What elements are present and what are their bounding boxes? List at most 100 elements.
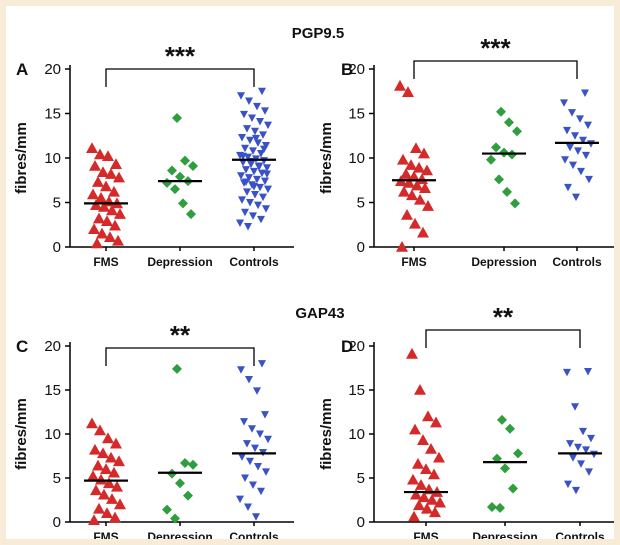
- x-tick-label: Depression: [472, 530, 537, 539]
- data-point-fms: [402, 86, 414, 97]
- y-tick-label: 20: [348, 61, 365, 78]
- significance-label: **: [170, 320, 191, 350]
- data-point-controls: [250, 182, 258, 191]
- data-point-controls: [566, 440, 574, 448]
- data-point-fms: [400, 168, 412, 179]
- data-point-controls: [258, 87, 266, 96]
- data-point-fms: [414, 193, 426, 205]
- data-point-controls: [574, 443, 582, 452]
- y-tick-label: 20: [44, 338, 61, 355]
- data-point-controls: [264, 185, 272, 194]
- panel-label: C: [16, 337, 28, 356]
- data-point-fms: [413, 499, 425, 511]
- data-point-fms: [86, 417, 98, 429]
- data-point-controls: [249, 481, 257, 490]
- data-point-fms: [88, 223, 100, 234]
- data-point-controls: [240, 418, 248, 426]
- data-point-controls: [250, 167, 258, 176]
- data-point-fms: [113, 171, 125, 183]
- data-point-fms: [421, 502, 433, 514]
- data-point-fms: [110, 158, 122, 170]
- data-point-controls: [246, 136, 254, 145]
- data-point-fms: [89, 160, 101, 171]
- x-tick-label: Depression: [147, 530, 212, 539]
- data-point-fms: [109, 511, 121, 523]
- data-point-fms: [433, 451, 445, 463]
- data-point-fms: [100, 463, 112, 474]
- data-point-fms: [114, 498, 126, 510]
- data-point-controls: [248, 425, 256, 433]
- data-point-depression: [162, 504, 172, 515]
- y-axis-label: fibres/mm: [13, 398, 30, 470]
- data-point-controls: [574, 147, 582, 155]
- data-point-depression: [491, 142, 501, 153]
- data-point-controls: [254, 201, 262, 210]
- data-point-depression: [496, 106, 506, 117]
- data-point-controls: [569, 161, 577, 170]
- data-point-fms: [97, 447, 109, 459]
- data-point-depression: [178, 198, 188, 209]
- data-point-controls: [585, 468, 593, 476]
- data-point-fms: [408, 170, 420, 182]
- panel-label: D: [341, 337, 353, 356]
- data-point-fms: [418, 147, 430, 159]
- y-axis-label: fibres/mm: [13, 122, 30, 194]
- data-point-controls: [240, 110, 248, 119]
- data-point-depression: [188, 161, 198, 172]
- data-point-fms: [416, 173, 428, 185]
- y-tick-label: 0: [357, 514, 365, 531]
- data-point-fms: [94, 148, 106, 160]
- data-point-controls: [584, 368, 592, 376]
- data-point-controls: [581, 89, 589, 98]
- data-point-depression: [504, 117, 514, 128]
- data-point-controls: [253, 175, 261, 184]
- data-point-controls: [237, 172, 245, 180]
- data-point-controls: [256, 118, 264, 126]
- data-point-fms: [100, 180, 112, 192]
- data-point-fms: [91, 237, 103, 249]
- data-point-depression: [495, 502, 505, 513]
- data-point-controls: [584, 121, 592, 130]
- data-point-controls: [251, 190, 259, 199]
- data-point-controls: [243, 440, 251, 448]
- data-point-controls: [572, 486, 580, 495]
- data-point-depression: [180, 155, 190, 166]
- data-point-controls: [238, 196, 246, 204]
- data-point-depression: [183, 490, 193, 501]
- data-point-controls: [263, 164, 271, 172]
- data-point-depression: [500, 463, 510, 474]
- x-tick-label: Depression: [147, 255, 212, 269]
- data-point-depression: [180, 458, 190, 469]
- data-point-controls: [572, 193, 580, 202]
- data-point-fms: [394, 79, 406, 91]
- y-axis-label: fibres/mm: [318, 398, 335, 470]
- data-point-fms: [111, 480, 123, 492]
- data-point-fms: [415, 479, 427, 490]
- y-axis-label: fibres/mm: [318, 122, 335, 194]
- section-title-gap43: GAP43: [295, 305, 344, 322]
- y-tick-label: 5: [357, 470, 365, 487]
- data-point-fms: [405, 159, 417, 170]
- data-point-controls: [256, 183, 264, 192]
- data-point-depression: [508, 483, 518, 494]
- data-point-controls: [251, 444, 259, 453]
- data-point-controls: [564, 183, 572, 192]
- data-point-depression: [510, 198, 520, 209]
- data-point-fms: [410, 142, 422, 154]
- data-point-controls: [260, 145, 268, 154]
- data-point-fms: [102, 432, 114, 444]
- data-point-fms: [102, 150, 114, 162]
- data-point-fms: [430, 416, 442, 428]
- data-point-controls: [238, 134, 246, 142]
- data-point-depression: [167, 165, 177, 176]
- data-point-fms: [412, 457, 424, 469]
- data-point-controls: [249, 212, 257, 220]
- significance-label: ***: [480, 33, 511, 63]
- data-point-controls: [257, 150, 265, 158]
- data-point-fms: [420, 463, 432, 474]
- y-tick-label: 20: [348, 338, 365, 355]
- data-point-controls: [579, 136, 587, 145]
